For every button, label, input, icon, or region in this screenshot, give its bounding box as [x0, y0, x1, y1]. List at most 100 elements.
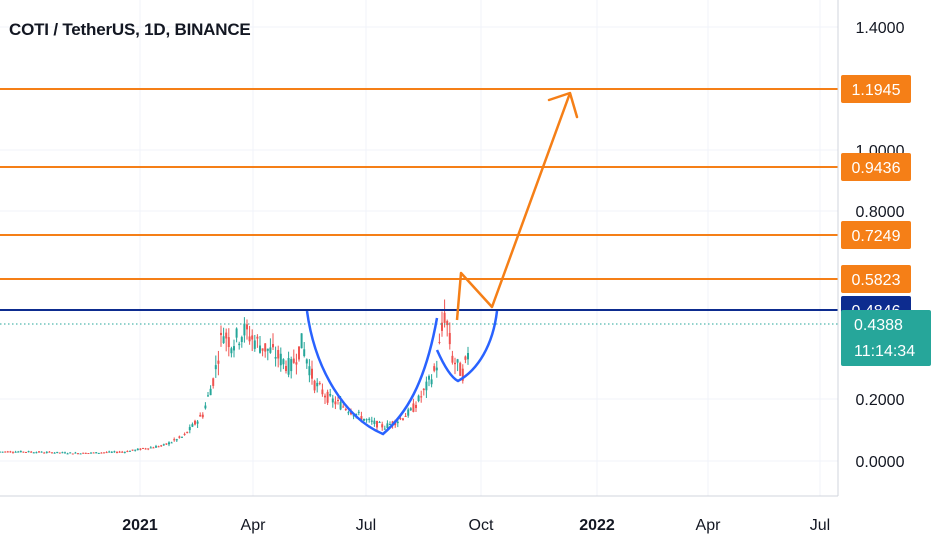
candle-body	[4, 451, 7, 453]
candle-body	[282, 359, 285, 365]
candle-body	[321, 389, 324, 395]
arrow-head-icon	[547, 91, 579, 119]
candle-body	[214, 365, 217, 370]
candle-body	[69, 452, 72, 454]
candle-body	[181, 436, 183, 438]
candle-body	[108, 451, 111, 453]
candle-body	[363, 418, 365, 421]
candle-body	[370, 420, 373, 422]
level-price-tag	[841, 265, 911, 293]
candle-body	[287, 358, 290, 375]
candle-body	[448, 332, 451, 345]
candle-body	[246, 324, 248, 330]
candle-body	[253, 340, 256, 349]
candle-body	[123, 451, 126, 453]
candle-body	[308, 366, 311, 376]
candle-body	[435, 367, 438, 371]
candle-body	[173, 439, 176, 441]
candle-body	[186, 431, 189, 434]
candle-body	[428, 376, 430, 380]
handle-curve[interactable]	[435, 310, 499, 383]
level-lines	[0, 88, 838, 325]
candle-body	[337, 400, 339, 402]
candle-body	[105, 452, 108, 454]
cup-curve[interactable]	[305, 310, 439, 436]
candle-body	[404, 415, 407, 417]
candle-body	[396, 421, 399, 424]
candle-body	[344, 408, 347, 411]
candle-body	[61, 452, 64, 454]
chart-title: COTI / TetherUS, 1D, BINANCE	[9, 20, 251, 39]
candle-body	[264, 343, 267, 352]
candle-body	[430, 379, 433, 385]
candle-body	[461, 368, 464, 381]
candle-body	[136, 448, 139, 451]
candle-body	[1, 451, 4, 453]
candle-body	[339, 401, 342, 410]
time-tick-label: Apr	[241, 517, 267, 534]
candle-body	[407, 409, 410, 416]
candle-body	[144, 448, 147, 450]
candle-body	[165, 443, 168, 445]
price-tick-label: 1.4000	[856, 20, 905, 37]
candle-body	[467, 353, 469, 360]
current-price-tag	[841, 310, 931, 366]
candle-body	[58, 452, 61, 454]
candle-body	[443, 312, 446, 323]
candle-body	[95, 452, 98, 454]
time-tick-label: Jul	[356, 517, 376, 534]
chart-grid	[0, 0, 838, 496]
candle-body	[82, 452, 85, 454]
candle-body	[12, 452, 14, 454]
candle-body	[100, 452, 103, 454]
candle-body	[225, 332, 228, 339]
candle-body	[272, 344, 274, 348]
candle-body	[399, 418, 402, 420]
candle-body	[170, 442, 173, 444]
candle-body	[451, 355, 454, 363]
candle-body	[175, 439, 178, 441]
candle-body	[103, 452, 105, 454]
candle-body	[0, 451, 1, 453]
candle-body	[53, 452, 56, 454]
candle-body	[191, 424, 194, 427]
candle-body	[97, 452, 100, 454]
candle-body	[266, 348, 269, 351]
candle-body	[235, 328, 238, 338]
time-tick-label: Apr	[696, 517, 722, 534]
candle-body	[160, 445, 163, 447]
price-tick-label: 0.8000	[856, 204, 905, 221]
candle-body	[17, 451, 20, 453]
candle-body	[92, 452, 95, 454]
projection-path[interactable]	[455, 92, 572, 321]
candle-body	[199, 414, 202, 417]
candle-body	[292, 358, 295, 363]
candle-body	[381, 424, 384, 428]
time-tick-label: Oct	[469, 517, 494, 534]
time-tick-label: Jul	[810, 517, 830, 534]
candle-body	[48, 451, 51, 453]
candle-body	[9, 451, 12, 453]
time-axis[interactable]: 2021 Apr Jul Oct 2022 Apr Jul	[122, 517, 830, 534]
candle-body	[212, 378, 215, 386]
candle-body	[77, 453, 79, 455]
candle-body	[295, 362, 298, 365]
candle-body	[334, 401, 337, 405]
time-tick-label: 2021	[122, 517, 158, 534]
candle-body	[6, 451, 9, 453]
candle-body	[155, 446, 157, 448]
candle-body	[331, 398, 334, 403]
candle-body	[464, 356, 467, 360]
candle-body	[217, 360, 220, 364]
candle-body	[441, 322, 443, 331]
candle-body	[415, 404, 417, 409]
price-tick-label: 0.0000	[856, 454, 905, 471]
candle-body	[84, 452, 87, 454]
candle-body	[79, 453, 82, 455]
candle-body	[168, 442, 170, 445]
candle-body	[38, 451, 40, 453]
candle-body	[438, 341, 441, 343]
candle-body	[90, 452, 92, 454]
level-price-tag	[841, 153, 911, 181]
